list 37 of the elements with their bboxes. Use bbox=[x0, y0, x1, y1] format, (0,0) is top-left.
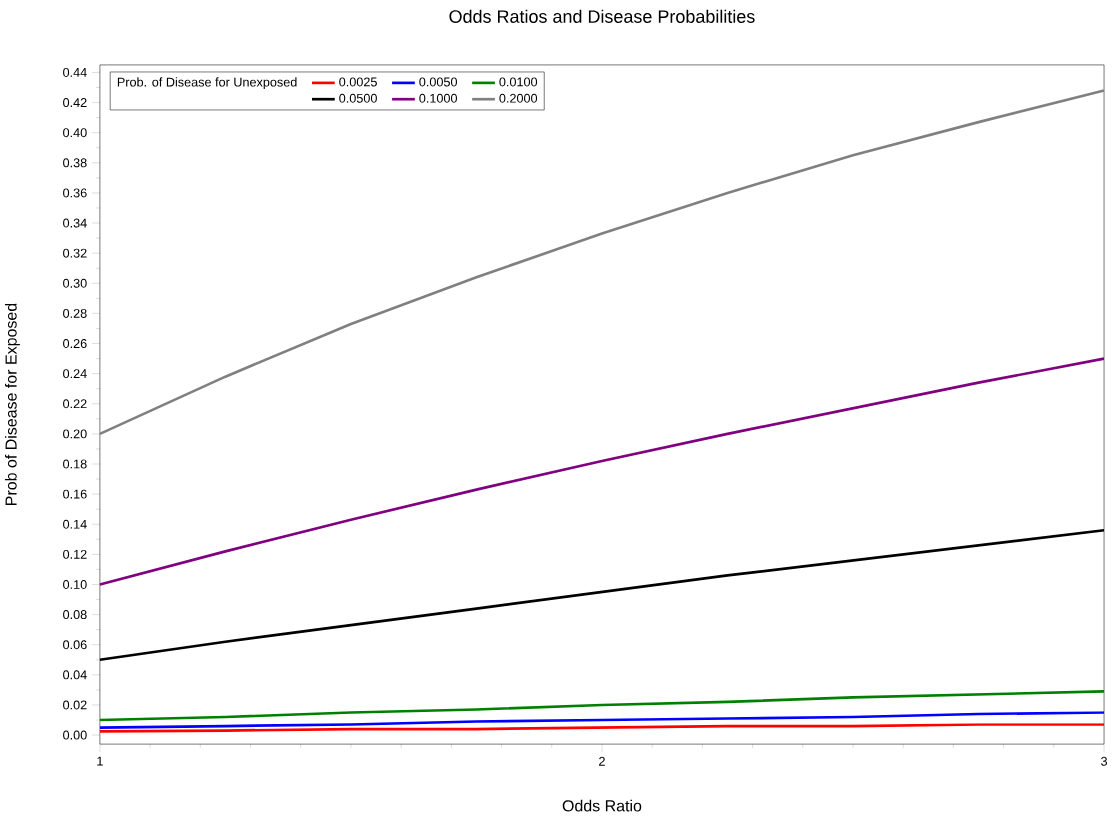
y-tick-label: 0.34 bbox=[63, 218, 87, 228]
legend-label: 0.0025 bbox=[339, 77, 377, 87]
y-tick-label: 0.06 bbox=[63, 640, 87, 650]
legend-label: 0.1000 bbox=[419, 93, 458, 103]
chart-title: Odds Ratios and Disease Probabilities bbox=[449, 9, 755, 23]
y-tick-label: 0.20 bbox=[63, 429, 87, 439]
y-tick-label: 0.12 bbox=[63, 549, 87, 559]
y-tick-label: 0.00 bbox=[63, 730, 87, 740]
y-axis-title: Prob of Disease for Exposed bbox=[4, 303, 20, 505]
y-tick-label: 0.36 bbox=[63, 188, 87, 198]
y-tick-label: 0.32 bbox=[63, 248, 87, 258]
x-tick-label: 2 bbox=[599, 756, 605, 766]
y-tick-label: 0.26 bbox=[63, 339, 87, 348]
y-tick-label: 0.24 bbox=[63, 369, 87, 379]
y-tick-label: 0.08 bbox=[63, 610, 87, 620]
x-tick-label: 3 bbox=[1101, 756, 1108, 766]
y-tick-label: 0.18 bbox=[63, 459, 87, 469]
y-tick-label: 0.14 bbox=[63, 519, 87, 529]
y-tick-label: 0.04 bbox=[63, 670, 87, 680]
y-tick-label: 0.42 bbox=[63, 98, 87, 108]
y-tick-label: 0.44 bbox=[63, 67, 87, 77]
y-tick-label: 0.38 bbox=[63, 158, 87, 168]
y-tick-label: 0.30 bbox=[63, 278, 87, 288]
y-tick-label: 0.02 bbox=[63, 700, 87, 710]
y-tick-label: 0.40 bbox=[63, 128, 87, 138]
y-tick-label: 0.16 bbox=[63, 489, 87, 499]
legend-label: 0.0100 bbox=[499, 77, 538, 87]
legend-label: 0.2000 bbox=[499, 93, 538, 103]
y-tick-label: 0.10 bbox=[63, 580, 87, 589]
x-tick-label: 1 bbox=[97, 756, 103, 766]
legend-label: 0.0050 bbox=[419, 77, 458, 87]
line-series bbox=[99, 711, 1105, 729]
y-tick-label: 0.22 bbox=[63, 399, 87, 409]
legend-label: 0.0500 bbox=[339, 93, 377, 103]
y-tick-label: 0.28 bbox=[63, 308, 87, 318]
x-axis-title: Odds Ratio bbox=[562, 799, 642, 812]
legend-title: Prob. of Disease for Unexposed bbox=[117, 77, 297, 90]
